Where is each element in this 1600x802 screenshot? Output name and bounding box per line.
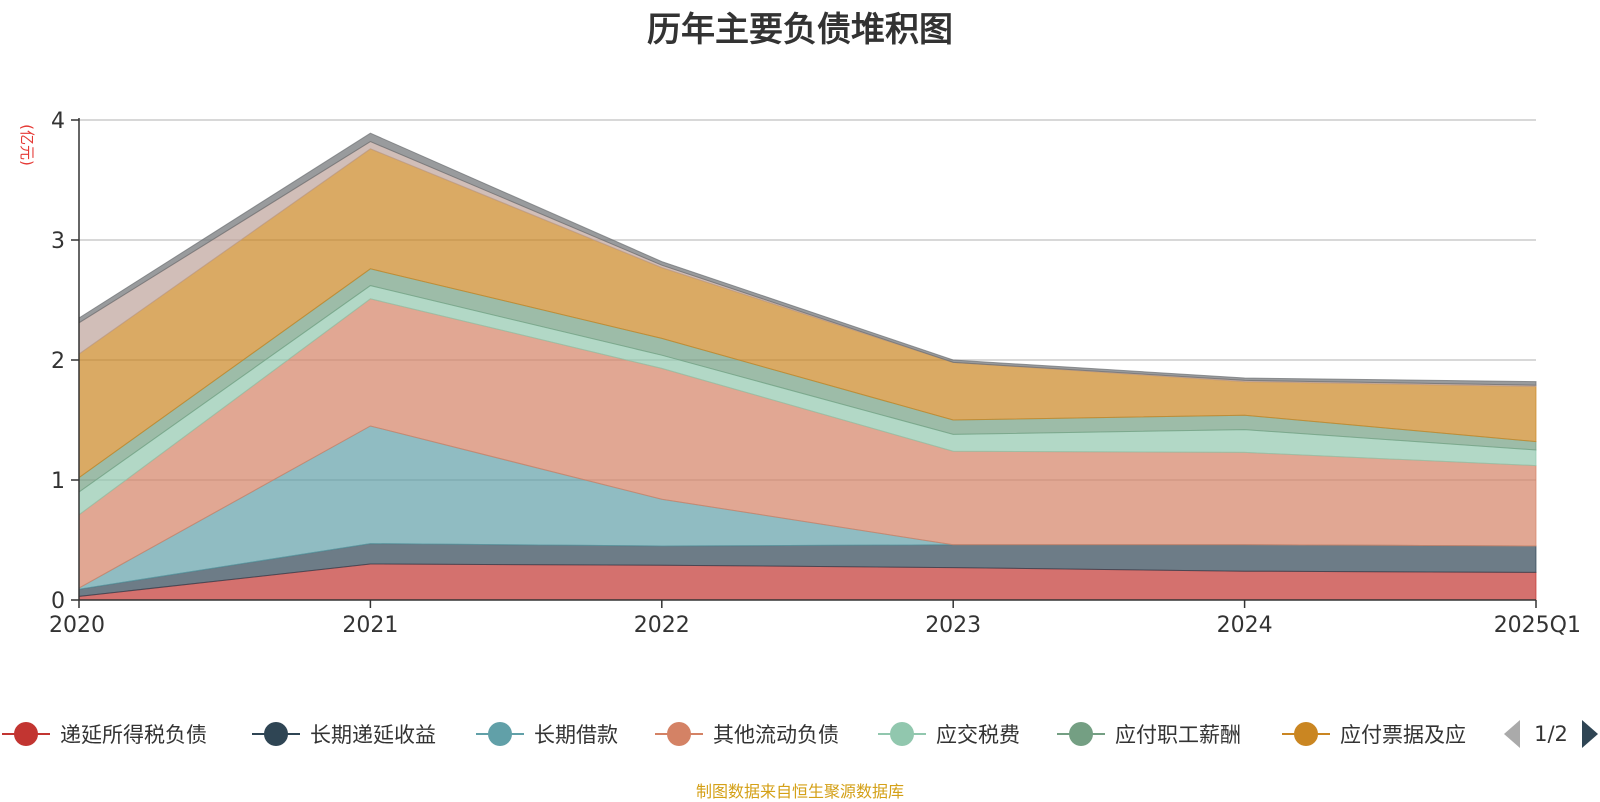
x-tick-label: 2021 xyxy=(342,613,398,638)
x-tick-label: 2020 xyxy=(49,613,105,638)
x-tick-label: 2023 xyxy=(925,613,981,638)
legend-item[interactable]: 递延所得税负债 xyxy=(2,722,207,747)
legend-marker-icon xyxy=(488,722,512,746)
y-tick-label: 3 xyxy=(51,229,65,254)
legend-label: 长期递延收益 xyxy=(310,723,436,747)
source-note: 制图数据来自恒生聚源数据库 xyxy=(695,782,904,801)
legend-label: 递延所得税负债 xyxy=(60,723,207,747)
x-tick-label: 2024 xyxy=(1217,613,1273,638)
area-layer xyxy=(78,132,1537,601)
legend-item[interactable]: 长期递延收益 xyxy=(252,722,436,747)
x-tick-label: 2022 xyxy=(634,613,690,638)
legend-item[interactable]: 应付票据及应 xyxy=(1282,722,1466,747)
axis-layer: 0 1 2 3 4 2020 2021 2022 2023 2024 2025Q1 xyxy=(49,109,1581,638)
legend-item[interactable]: 长期借款 xyxy=(476,722,618,747)
legend-marker-icon xyxy=(1069,722,1093,746)
legend-label: 应交税费 xyxy=(936,723,1020,747)
legend-next-page-icon[interactable] xyxy=(1582,720,1598,748)
x-tick-label: 2025Q1 xyxy=(1494,613,1581,638)
legend-marker-icon xyxy=(890,722,914,746)
y-tick-label: 4 xyxy=(51,109,65,134)
legend-marker-icon xyxy=(1294,722,1318,746)
y-tick-label: 1 xyxy=(51,469,65,494)
legend-label: 应付票据及应 xyxy=(1340,723,1466,747)
legend-prev-page-icon[interactable] xyxy=(1504,720,1520,748)
legend-item[interactable]: 其他流动负债 xyxy=(655,722,839,747)
legend-label: 应付职工薪酬 xyxy=(1115,723,1241,747)
legend-page-indicator: 1/2 xyxy=(1534,722,1568,746)
legend-item[interactable]: 应交税费 xyxy=(878,722,1020,747)
legend-marker-icon xyxy=(14,722,38,746)
area-series[interactable] xyxy=(78,132,1537,386)
chart-title: 历年主要负债堆积图 xyxy=(647,10,953,50)
y-axis-unit: (亿元) xyxy=(18,124,36,166)
legend-marker-icon xyxy=(667,722,691,746)
legend: 递延所得税负债 长期递延收益 长期借款 其他流动负债 应交税费 应付职工薪酬 应付票据及应 1… xyxy=(2,720,1598,748)
legend-marker-icon xyxy=(264,722,288,746)
legend-item[interactable]: 应付职工薪酬 xyxy=(1057,722,1241,747)
y-tick-label: 0 xyxy=(51,589,65,614)
y-tick-label: 2 xyxy=(51,349,65,374)
legend-label: 其他流动负债 xyxy=(713,723,839,747)
legend-label: 长期借款 xyxy=(534,723,618,747)
